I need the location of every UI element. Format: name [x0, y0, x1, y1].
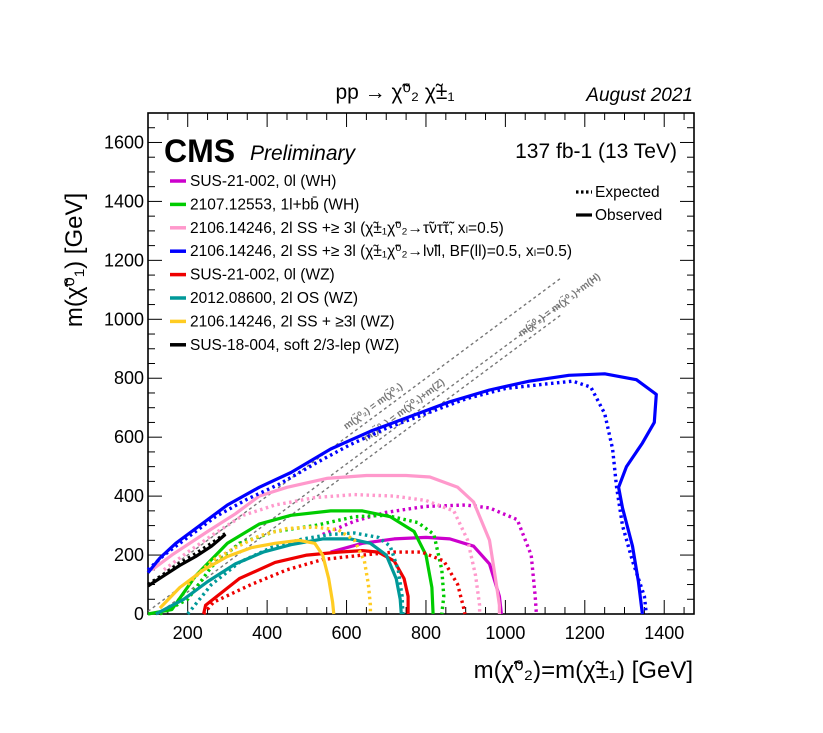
- expected-contour: [202, 550, 467, 616]
- x-tick-label: 200: [173, 623, 203, 643]
- x-tick-label: 1200: [565, 623, 605, 643]
- x-tick-label: 1400: [644, 623, 684, 643]
- legend-entry: SUS-18-004, soft 2/3-lep (WZ): [190, 337, 399, 354]
- style-legend-label: Observed: [595, 207, 662, 224]
- observed-contour: [155, 537, 403, 616]
- y-axis-title: m(χ̃⁰₁) [GeV]: [61, 193, 88, 327]
- diagonal-line: [147, 277, 562, 586]
- x-tick-label: 400: [252, 623, 282, 643]
- y-tick-label: 1600: [104, 132, 144, 152]
- x-axis-title: m(χ̃⁰₂)=m(χ̃±₁) [GeV]: [474, 657, 693, 684]
- legend-entry: 2106.14246, 2l SS +≥ 3l (χ̃±₁χ̃⁰₂→lν̃ll,…: [190, 243, 572, 260]
- cms-label: CMS: [164, 133, 235, 169]
- plot-frame: [147, 112, 695, 615]
- legend-entry: 2107.12553, 1l+bb̄ (WH): [190, 196, 359, 213]
- legend-entry: 2106.14246, 2l SS + ≥3l (WZ): [190, 313, 395, 330]
- observed-contour: [147, 533, 227, 588]
- legend-entry: 2106.14246, 2l SS +≥ 3l (χ̃±₁χ̃⁰₂→τ̃ντ̃τ…: [190, 220, 504, 237]
- style-legend-label: Expected: [595, 184, 660, 201]
- expected-contour: [186, 525, 373, 614]
- observed-contour: [146, 372, 658, 615]
- x-tick-label: 800: [411, 623, 441, 643]
- y-tick-label: 200: [114, 545, 144, 565]
- exclusion-curves: [146, 372, 658, 616]
- luminosity-label: 137 fb-1 (13 TeV): [515, 140, 677, 163]
- legend-entry: SUS-21-002, 0l (WH): [190, 173, 336, 190]
- style-legend: Expected Observed: [576, 184, 662, 224]
- observed-contour: [151, 473, 501, 614]
- x-tick-label: 600: [332, 623, 362, 643]
- x-tick-label: 1000: [485, 623, 525, 643]
- expected-contour: [162, 492, 482, 614]
- legend-entry: SUS-21-002, 0l (WZ): [190, 267, 335, 284]
- y-tick-label: 600: [114, 427, 144, 447]
- y-tick-label: 0: [134, 604, 144, 624]
- observed-contour: [202, 548, 410, 615]
- y-tick-label: 1400: [104, 191, 144, 211]
- legend-entry: 2012.08600, 2l OS (WZ): [190, 290, 358, 307]
- y-tick-label: 1000: [104, 309, 144, 329]
- chart-title: pp → χ̃⁰₂ χ̃±₁: [335, 81, 454, 104]
- expected-contour: [146, 379, 648, 615]
- y-tick-label: 1200: [104, 250, 144, 270]
- y-tick-label: 800: [114, 368, 144, 388]
- legend: SUS-21-002, 0l (WH) 2107.12553, 1l+bb̄ (W…: [170, 173, 572, 354]
- observed-contour: [158, 538, 336, 615]
- y-tick-label: 400: [114, 486, 144, 506]
- date-label: August 2021: [585, 85, 693, 106]
- preliminary-label: Preliminary: [250, 142, 357, 165]
- expected-contour: [147, 530, 229, 586]
- axis-ticks: 200 400 600 800 1000 1200 1400 0 200 400 600 800 100…: [104, 112, 694, 643]
- expected-contour: [322, 503, 539, 615]
